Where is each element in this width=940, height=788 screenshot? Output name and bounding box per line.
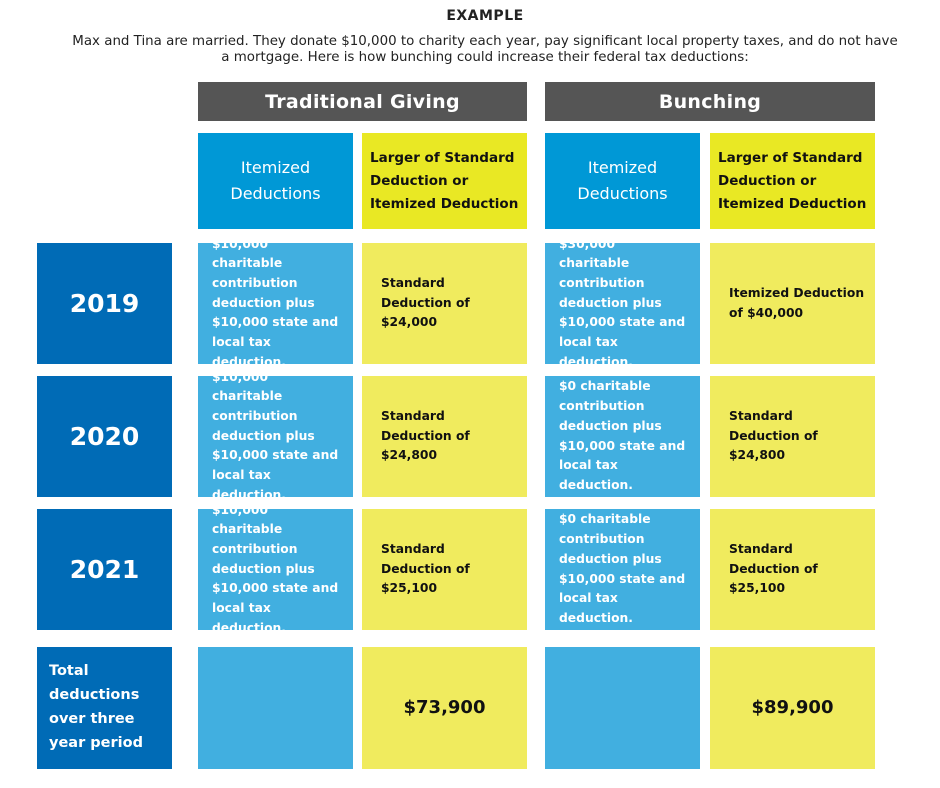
larger-cell: Itemized Deduction of $40,000 [710,243,875,364]
itemized-cell-text: $10,000 charitable contribution deductio… [212,502,339,635]
intro-text: Max and Tina are married. They donate $1… [72,34,898,65]
itemized-total-cell [545,647,700,769]
total-label: Total deductions over three year period [37,647,172,769]
total-value-text: $73,900 [403,697,486,719]
larger-header-text: Larger of Standard Deduction or Itemized… [718,149,867,212]
larger-cell-text: Standard Deduction of $25,100 [729,541,818,596]
itemized-cell-text: $10,000 charitable contribution deductio… [212,369,339,502]
larger-cell-text: Standard Deduction of $24,800 [381,408,470,463]
group-header-text: Bunching [658,90,762,113]
year-label-text: 2020 [69,422,140,451]
itemized-cell: $30,000 charitable contribution deductio… [545,237,700,369]
larger-cell: Standard Deduction of $24,800 [362,376,527,497]
larger-header-text: Larger of Standard Deduction or Itemized… [370,149,519,212]
total-label-text: Total deductions over three year period [49,663,143,751]
itemized-cell-text: $0 charitable contribution deduction plu… [559,379,686,492]
itemized-cell: $10,000 charitable contribution deductio… [198,503,353,635]
itemized-header-text: Itemized Deductions [577,158,668,203]
larger-cell-text: Standard Deduction of $24,800 [729,408,818,463]
itemized-cell: $0 charitable contribution deduction plu… [545,376,700,497]
larger-cell: Standard Deduction of $24,000 [362,243,527,364]
total-value-text: $89,900 [751,697,834,719]
itemized-header: Itemized Deductions [198,133,353,229]
larger-cell: Standard Deduction of $24,800 [710,376,875,497]
itemized-cell-text: $0 charitable contribution deduction plu… [559,512,686,625]
total-value: $73,900 [362,647,527,769]
group-header-text: Traditional Giving [265,90,460,113]
group-header: Traditional Giving [198,82,527,121]
total-value: $89,900 [710,647,875,769]
itemized-cell-text: $10,000 charitable contribution deductio… [212,236,339,369]
larger-cell-text: Itemized Deduction of $40,000 [729,285,865,320]
larger-header: Larger of Standard Deduction or Itemized… [710,133,875,229]
example-title: EXAMPLE [446,8,524,24]
larger-header: Larger of Standard Deduction or Itemized… [362,133,527,229]
year-label: 2020 [37,376,172,497]
group-header: Bunching [545,82,875,121]
itemized-total-cell [198,647,353,769]
itemized-cell: $0 charitable contribution deduction plu… [545,509,700,630]
itemized-header-text: Itemized Deductions [230,158,321,203]
larger-cell: Standard Deduction of $25,100 [362,509,527,630]
itemized-cell: $10,000 charitable contribution deductio… [198,370,353,502]
year-label-text: 2019 [69,289,140,318]
larger-cell-text: Standard Deduction of $25,100 [381,541,470,596]
year-label: 2021 [37,509,172,630]
larger-cell-text: Standard Deduction of $24,000 [381,275,470,330]
year-label-text: 2021 [69,555,140,584]
itemized-cell: $10,000 charitable contribution deductio… [198,237,353,369]
larger-cell: Standard Deduction of $25,100 [710,509,875,630]
year-label: 2019 [37,243,172,364]
itemized-header: Itemized Deductions [545,133,700,229]
itemized-cell-text: $30,000 charitable contribution deductio… [559,236,686,369]
